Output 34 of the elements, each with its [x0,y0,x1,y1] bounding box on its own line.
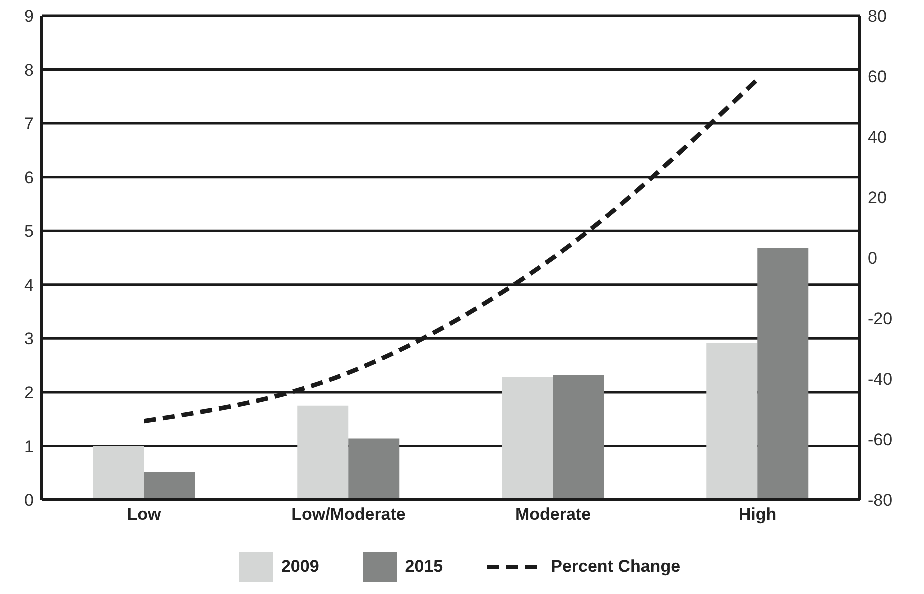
bar [348,438,400,500]
x-tick-label: Low/Moderate [292,505,406,524]
y2-tick-label: 0 [868,249,878,268]
bar [553,375,604,500]
y2-tick-label: 40 [868,128,887,148]
bar [93,446,144,500]
y-tick-label: 6 [24,168,34,188]
bar [502,377,554,500]
x-tick-label: Moderate [515,505,592,524]
bar [706,342,758,500]
legend-label: 2009 [281,557,320,577]
y-tick-label: 3 [24,330,34,349]
legend-label: 2015 [405,557,444,577]
y-tick-label: 9 [24,7,34,26]
y-tick-label: 5 [24,222,34,242]
y-tick-label: 1 [24,437,34,456]
bar [144,472,196,500]
y2-tick-label: -60 [868,430,893,450]
y-tick-label: 2 [24,383,34,402]
y2-tick-label: -40 [868,370,893,390]
y-tick-label: 4 [24,276,34,295]
y2-tick-label: 60 [868,68,887,87]
y2-tick-label: -20 [868,310,893,329]
bar [298,406,349,500]
bar [758,248,809,500]
legend-label: Percent Change [551,557,681,577]
x-tick-label: Low [127,505,162,524]
y-tick-label: 0 [24,491,34,510]
y2-tick-label: -80 [868,491,893,510]
y-tick-label: 7 [24,114,34,134]
y2-tick-label: 20 [868,188,887,208]
y2-tick-label: 80 [868,7,887,26]
x-tick-label: High [738,505,777,524]
y-tick-label: 8 [24,60,34,80]
